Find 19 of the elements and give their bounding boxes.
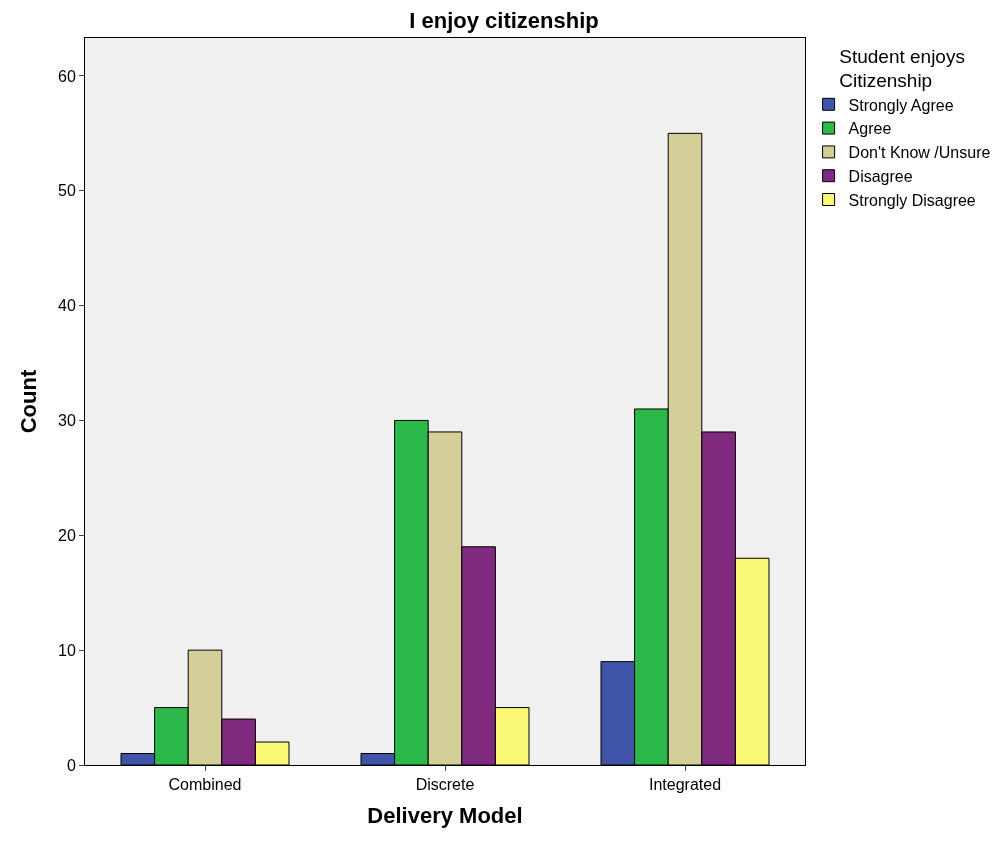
y-tick-label: 30 [58, 412, 76, 430]
y-axis-title: Count [15, 369, 41, 434]
x-tick-label: Combined [168, 776, 242, 794]
y-tick-label: 0 [66, 756, 76, 774]
legend-label: Strongly Agree [848, 96, 954, 114]
legend-label: Strongly Disagree [848, 191, 976, 209]
x-axis-title: Delivery Model [367, 803, 523, 829]
legend-title: Student enjoys Citizenship [839, 45, 965, 92]
y-tick-label: 10 [58, 641, 76, 659]
y-tick-label: 20 [58, 526, 76, 544]
legend-label: Disagree [848, 167, 913, 185]
x-tick-label: Integrated [648, 776, 722, 794]
y-tick-label: 50 [58, 182, 76, 200]
legend-label: Agree [848, 120, 892, 138]
y-tick-label: 40 [58, 297, 76, 315]
legend-label: Don't Know /Unsure [848, 144, 991, 162]
chart-title: I enjoy citizenship [409, 8, 599, 34]
y-tick-label: 60 [58, 67, 76, 85]
x-tick-label: Discrete [415, 776, 475, 794]
